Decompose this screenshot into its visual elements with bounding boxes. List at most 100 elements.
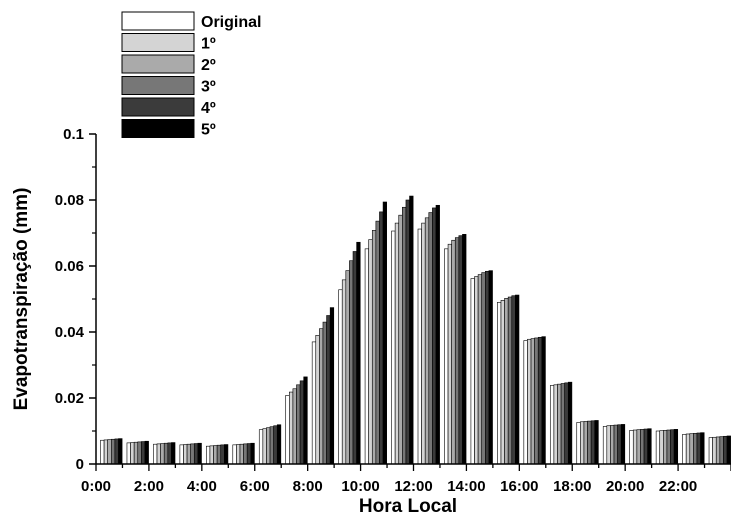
- bar: [114, 438, 119, 465]
- bar: [285, 395, 290, 465]
- bar: [647, 428, 652, 465]
- bar: [629, 430, 634, 465]
- legend-label: 5º: [201, 122, 216, 139]
- x-tick-label: 22:00: [659, 478, 697, 495]
- y-tick-label: 0.1: [63, 126, 84, 143]
- y-tick-label: 0: [76, 456, 84, 473]
- bar: [424, 217, 430, 465]
- bar: [405, 199, 410, 465]
- y-tick-label: 0.06: [55, 258, 84, 275]
- bar: [224, 444, 229, 465]
- bar: [659, 430, 664, 465]
- bar: [527, 338, 532, 465]
- legend: Original 1º 2º 3º 4º 5º: [121, 11, 261, 139]
- bar: [100, 439, 105, 465]
- bar: [246, 443, 252, 465]
- bar: [640, 429, 645, 465]
- bar: [474, 276, 479, 465]
- bar: [371, 230, 377, 465]
- bar: [504, 298, 509, 465]
- bar: [719, 436, 724, 465]
- bar: [338, 289, 343, 465]
- legend-swatch: [121, 97, 195, 117]
- bar: [488, 270, 493, 465]
- bar: [580, 421, 585, 465]
- bar: [299, 380, 305, 465]
- bar: [352, 251, 357, 465]
- bar: [156, 443, 161, 465]
- bar: [655, 430, 661, 465]
- bar: [587, 420, 592, 465]
- bar: [696, 432, 701, 465]
- legend-swatch: [121, 33, 195, 52]
- bar: [179, 444, 184, 465]
- bar: [276, 424, 282, 465]
- bar: [447, 243, 452, 465]
- bar: [553, 384, 558, 465]
- y-tick-label: 0.04: [55, 324, 85, 341]
- bar: [130, 442, 135, 465]
- bar: [326, 315, 331, 465]
- bar: [144, 440, 149, 465]
- legend-swatch: [121, 54, 195, 74]
- y-tick-label: 0.08: [55, 192, 84, 209]
- bar: [708, 437, 713, 465]
- bar: [379, 211, 384, 465]
- bar: [435, 204, 440, 465]
- bar: [685, 433, 691, 465]
- bar: [269, 426, 274, 465]
- bar: [356, 241, 361, 465]
- bar: [183, 444, 188, 465]
- bar: [689, 433, 694, 465]
- bar: [682, 433, 687, 465]
- bar: [444, 248, 449, 465]
- bar: [258, 429, 264, 465]
- bar: [666, 429, 671, 465]
- bars: [100, 195, 731, 465]
- bar: [500, 300, 505, 465]
- x-tick-label: 0:00: [81, 478, 111, 495]
- bar: [319, 328, 324, 465]
- bar: [193, 443, 199, 465]
- bar: [670, 429, 675, 465]
- bar: [209, 445, 214, 465]
- bar: [673, 429, 679, 465]
- bar: [239, 443, 244, 465]
- bar: [485, 270, 490, 465]
- bar: [515, 294, 520, 465]
- bar: [663, 430, 668, 465]
- bar: [632, 429, 638, 465]
- y-axis-title: Evapotranspiração (mm): [11, 188, 32, 411]
- bar: [197, 442, 202, 465]
- bar: [160, 443, 165, 465]
- legend-label: 4º: [201, 100, 216, 117]
- x-tick-label: 12:00: [394, 478, 432, 495]
- bar: [523, 340, 528, 465]
- x-tick-label: 18:00: [553, 478, 591, 495]
- bar: [606, 425, 611, 465]
- bar: [303, 376, 308, 465]
- bar: [530, 338, 535, 465]
- bar: [375, 220, 380, 465]
- bar: [590, 420, 596, 465]
- bar: [417, 228, 422, 465]
- bar: [723, 435, 728, 465]
- x-tick-label: 4:00: [187, 478, 217, 495]
- legend-label: 2º: [201, 57, 216, 74]
- bar: [292, 388, 297, 465]
- bar: [311, 341, 317, 465]
- legend-label: Original: [201, 14, 261, 31]
- bar: [216, 444, 222, 465]
- x-tick-label: 8:00: [293, 478, 323, 495]
- x-tick-label: 2:00: [134, 478, 164, 495]
- bar: [636, 429, 641, 465]
- bar: [220, 444, 225, 465]
- bar: [262, 428, 267, 465]
- legend-label: 1º: [201, 36, 216, 53]
- bar: [167, 442, 172, 465]
- bar: [507, 296, 513, 465]
- bar: [296, 384, 301, 465]
- bar: [557, 383, 562, 465]
- legend-label: 3º: [201, 79, 216, 96]
- axes: [95, 134, 731, 465]
